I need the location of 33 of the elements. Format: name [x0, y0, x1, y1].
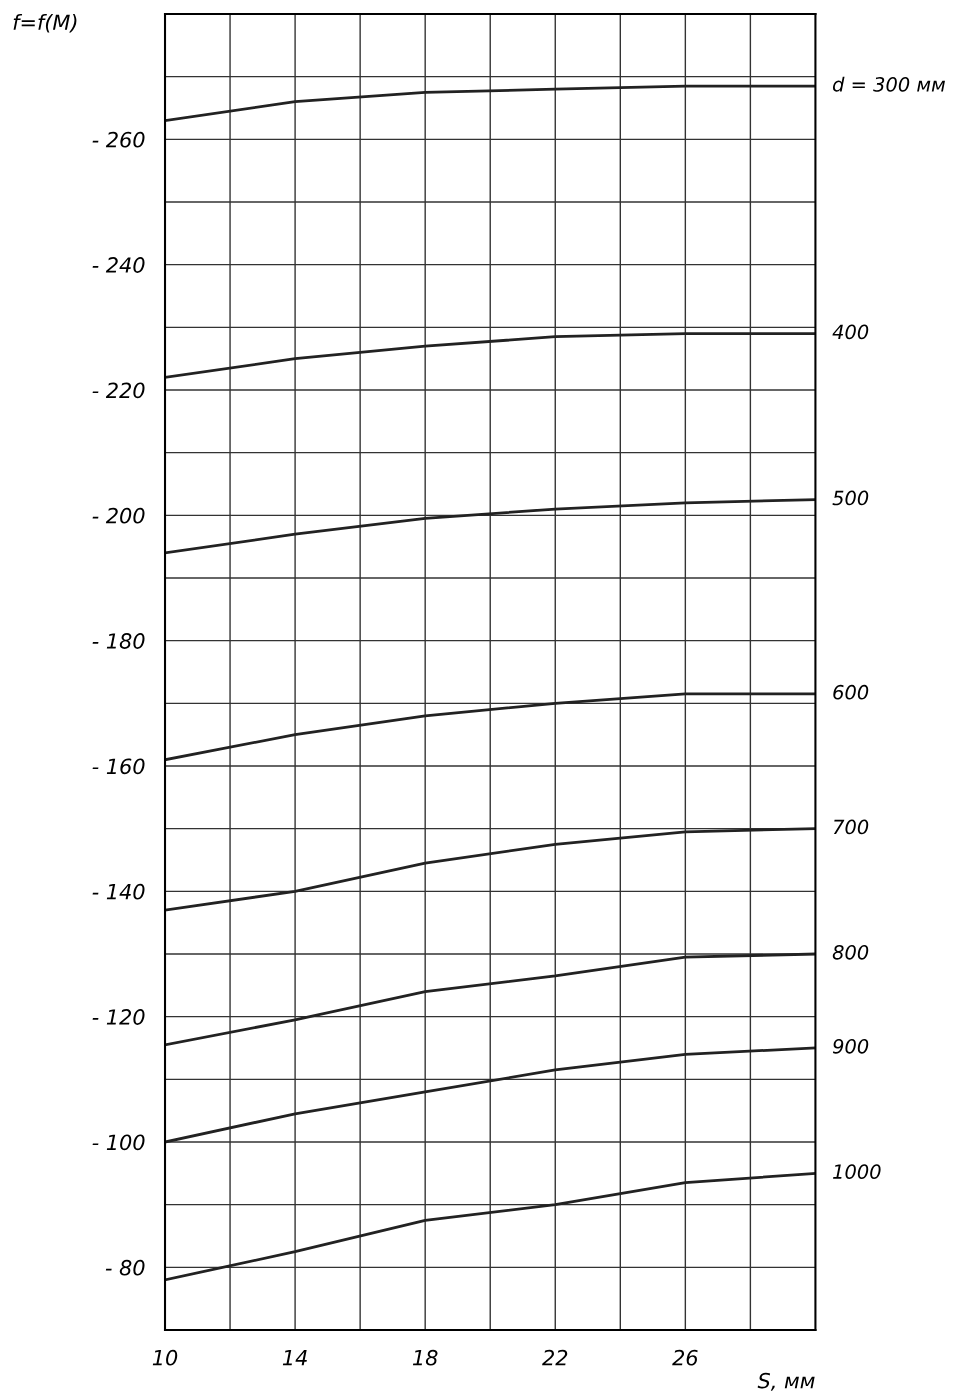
series-label: d = 300 мм — [832, 76, 945, 92]
series-label: 700 — [833, 819, 869, 835]
y-tick-label: - 160 — [92, 758, 145, 775]
series-label: 600 — [833, 684, 869, 700]
y-axis-title: f=f(M) — [13, 14, 77, 33]
y-tick-label: - 220 — [92, 382, 145, 399]
line-series — [165, 692, 816, 762]
series-label: 900 — [832, 1038, 869, 1054]
line-series — [165, 332, 816, 379]
y-tick-label: - 200 — [92, 507, 145, 524]
series-label: 500 — [832, 490, 869, 506]
x-tick-label: 22 — [542, 1349, 568, 1366]
y-tick-label: - 80 — [105, 1259, 145, 1276]
x-tick-label: 14 — [282, 1350, 307, 1366]
x-tick-label: 26 — [672, 1349, 698, 1366]
line-series — [165, 1046, 816, 1144]
line-series — [165, 84, 816, 122]
x-axis-title: S, мм — [757, 1372, 815, 1391]
y-tick-label: - 180 — [92, 633, 145, 649]
line-series — [165, 952, 816, 1047]
y-tick-label: - 100 — [92, 1134, 145, 1151]
x-tick-label: 10 — [152, 1349, 178, 1366]
line-series — [165, 1171, 816, 1282]
line-series — [165, 827, 816, 912]
series-label: 1000 — [833, 1164, 881, 1179]
series-label: 400 — [832, 324, 869, 340]
y-tick-label: - 120 — [92, 1009, 145, 1025]
line-series — [165, 498, 816, 555]
x-tick-label: 18 — [412, 1349, 438, 1366]
y-tick-label: - 140 — [92, 883, 145, 900]
series-label: 800 — [832, 944, 869, 960]
y-tick-label: - 260 — [92, 131, 145, 148]
y-tick-label: - 240 — [92, 257, 145, 273]
